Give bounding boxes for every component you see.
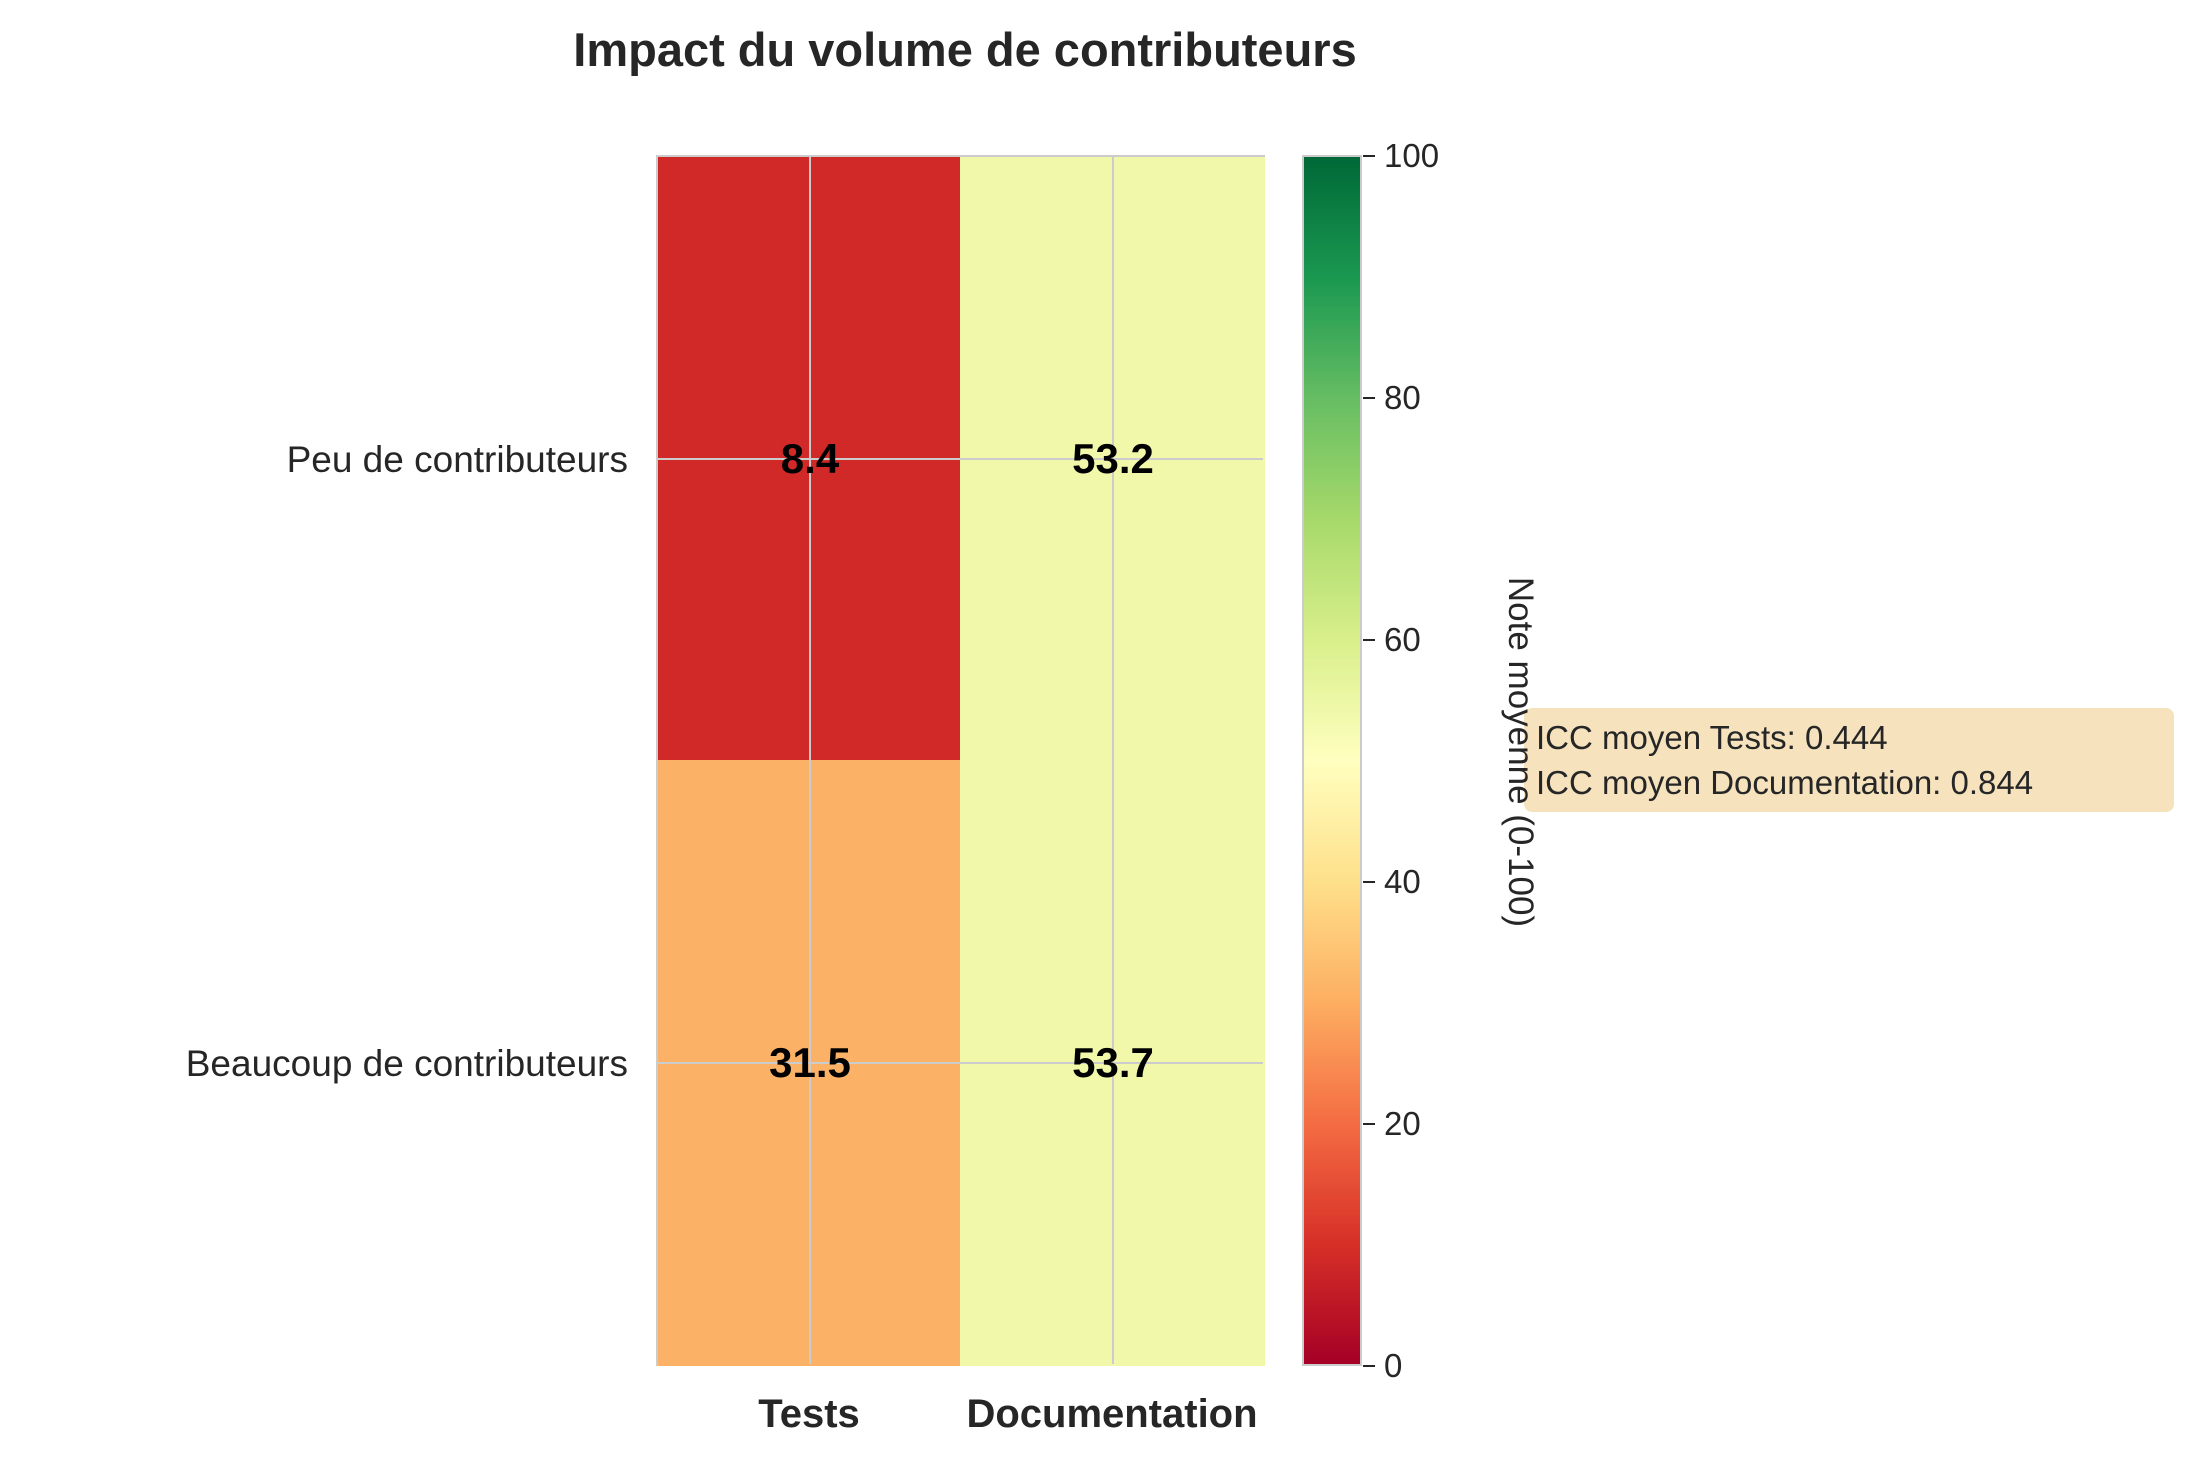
x-label-tests: Tests (758, 1392, 860, 1436)
value-beaucoup-documentation: 53.7 (1072, 1039, 1154, 1086)
value-peu-documentation: 53.2 (1072, 435, 1154, 482)
x-label-documentation: Documentation (966, 1392, 1258, 1436)
colorbar-tick-20 (1363, 1123, 1375, 1125)
gridline-y-peu (658, 458, 1263, 460)
heatmap-axes: 8.4 53.2 31.5 53.7 (656, 155, 1265, 1366)
colorbar-tick-0 (1363, 1365, 1375, 1367)
colorbar-tick-label-60: 60 (1384, 621, 1421, 658)
gridline-y-beaucoup (658, 1062, 1263, 1064)
colorbar-tick-label-20: 20 (1384, 1105, 1421, 1142)
value-peu-tests: 8.4 (780, 435, 840, 482)
colorbar-tick-label-100: 100 (1384, 137, 1440, 174)
icc-annotation-box (1524, 708, 2174, 812)
chart-title: Impact du volume de contributeurs (573, 23, 1357, 76)
colorbar-tick-100 (1363, 155, 1375, 157)
colorbar-tick-label-40: 40 (1384, 863, 1421, 900)
y-label-peu: Peu de contributeurs (286, 439, 628, 480)
colorbar-tick-80 (1363, 397, 1375, 399)
colorbar-tick-40 (1363, 881, 1375, 883)
y-label-beaucoup: Beaucoup de contributeurs (185, 1043, 628, 1084)
colorbar-tick-label-80: 80 (1384, 379, 1421, 416)
value-beaucoup-tests: 31.5 (769, 1039, 851, 1086)
gridline-x-tests (809, 157, 811, 1364)
colorbar (1302, 155, 1362, 1366)
gridline-x-documentation (1112, 157, 1114, 1364)
colorbar-tick-label-0: 0 (1384, 1347, 1403, 1384)
colorbar-label: Note moyenne (0-100) (1501, 576, 1540, 928)
icc-annotation-text: ICC moyen Tests: 0.444 ICC moyen Documen… (1536, 719, 2034, 801)
colorbar-tick-60 (1363, 639, 1375, 641)
